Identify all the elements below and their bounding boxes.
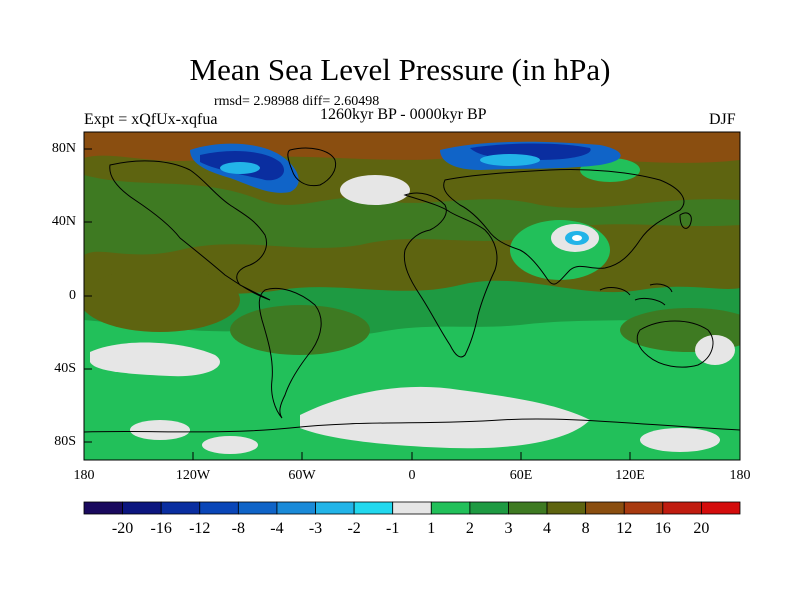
coast-europe-africa — [403, 192, 498, 358]
lon-label-180e: 180 — [729, 468, 751, 483]
colorbar-label: 8 — [581, 520, 590, 537]
field-south-atlantic-olive — [230, 305, 370, 355]
lon-label-0: 0 — [408, 468, 416, 483]
field-indian-olive — [620, 308, 740, 352]
colorbar-label: -12 — [189, 520, 211, 537]
field-south-pacific-low — [90, 342, 220, 377]
field-tibet-core — [572, 235, 582, 241]
colorbar-swatch — [701, 501, 741, 515]
colorbar-label: -20 — [111, 520, 134, 537]
colorbar-swatch — [237, 501, 278, 515]
field-north-atlantic-low — [340, 175, 410, 205]
colorbar-swatch — [508, 501, 548, 515]
colorbar-label: 20 — [693, 520, 710, 537]
coast-antarctica — [84, 418, 740, 433]
season-label: DJF — [709, 111, 736, 128]
colorbar-label: -3 — [308, 520, 323, 537]
field-antarctic-low-2 — [130, 420, 190, 440]
rmsd-diff-stats: rmsd= 2.98988 diff= 2.60498 — [214, 94, 380, 109]
experiment-label: Expt = xQfUx-xqfua — [84, 111, 218, 128]
coast-greenland — [287, 147, 337, 187]
colorbar-label: 4 — [543, 520, 552, 537]
colorbar-swatch — [585, 501, 625, 515]
colorbar-swatch — [122, 501, 162, 515]
colorbar-swatch — [430, 501, 471, 515]
lon-label-60w: 60W — [288, 468, 316, 483]
colorbar-swatch — [276, 501, 316, 515]
colorbar-label: -2 — [347, 520, 361, 537]
coastlines — [84, 147, 740, 433]
colorbar — [83, 501, 741, 515]
colorbar-label: -8 — [231, 520, 245, 537]
lat-label-80s: 80S — [54, 434, 76, 449]
field-antarctic-low-1 — [640, 428, 720, 452]
colorbar-swatch — [160, 501, 201, 515]
lon-label-120w: 120W — [175, 468, 211, 483]
coast-japan — [679, 212, 692, 229]
lat-label-80n: 80N — [51, 141, 76, 156]
coast-asia — [443, 168, 685, 285]
lon-label-180w: 180 — [73, 468, 95, 483]
colorbar-label: 16 — [654, 520, 671, 537]
colorbar-swatch — [546, 501, 587, 515]
colorbar-label: -1 — [386, 520, 400, 537]
field-siberia-cyan — [480, 154, 540, 166]
field-greenland-cyan — [220, 162, 260, 174]
coast-australia — [636, 320, 714, 368]
colorbar-swatch — [623, 501, 664, 515]
colorbar-swatch — [315, 501, 355, 515]
lat-label-0: 0 — [69, 288, 76, 303]
field-south-indian-low — [695, 335, 735, 365]
colorbar-swatch — [199, 501, 239, 515]
field-south-pacific-olive — [84, 268, 240, 332]
coast-south-america — [258, 287, 322, 419]
axis-ticks — [83, 148, 741, 460]
colorbar-swatch — [353, 501, 394, 515]
colorbar-label: 3 — [504, 520, 513, 537]
colorbar-label: 12 — [616, 520, 633, 537]
lon-label-120e: 120E — [615, 468, 645, 483]
lat-label-40n: 40N — [51, 214, 76, 229]
colorbar-label: 2 — [465, 520, 474, 537]
colorbar-swatch — [83, 501, 123, 515]
field-arctic-high — [84, 132, 740, 163]
colorbar-label: -16 — [150, 520, 172, 537]
field-north-olive — [84, 175, 740, 255]
period-label: 1260kyr BP - 0000kyr BP — [320, 106, 487, 123]
pressure-field — [84, 132, 740, 460]
lon-label-60e: 60E — [509, 468, 533, 483]
colorbar-swatch — [392, 501, 432, 515]
field-southern-ocean-low — [300, 386, 590, 449]
field-antarctic-low-3 — [202, 436, 258, 454]
colorbar-label: -4 — [270, 520, 284, 537]
lat-label-40s: 40S — [54, 361, 76, 376]
coast-north-america — [109, 160, 271, 301]
colorbar-label: 1 — [427, 520, 436, 537]
coast-indonesia — [599, 283, 673, 306]
chart-title: Mean Sea Level Pressure (in hPa) — [189, 52, 611, 87]
colorbar-swatch — [469, 501, 509, 515]
colorbar-swatch — [662, 501, 702, 515]
